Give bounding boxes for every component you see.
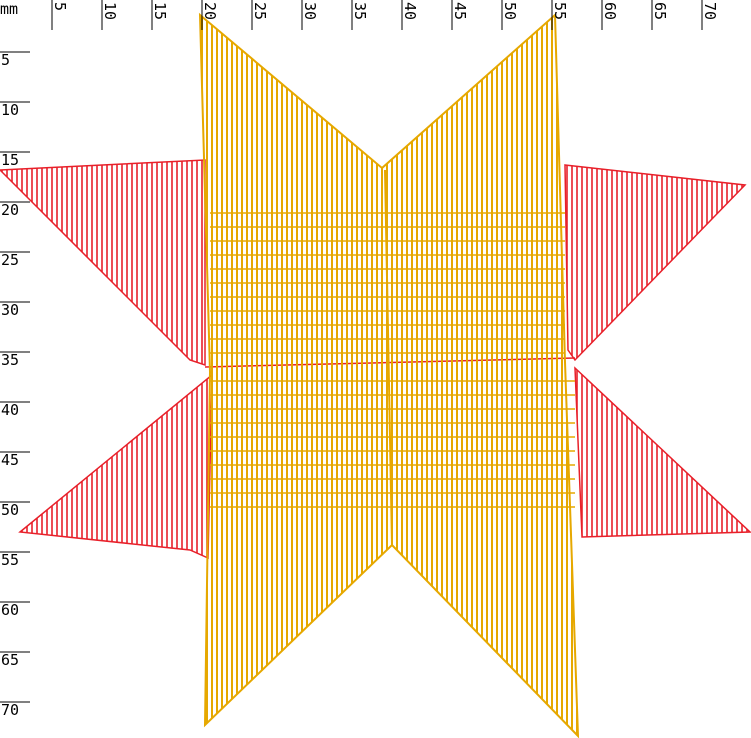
- yellow-stitches: [198, 12, 580, 738]
- x-ruler-label: 20: [201, 2, 219, 20]
- y-ruler-label: 10: [1, 101, 19, 119]
- red-point: [0, 159, 206, 367]
- y-ruler-label: 20: [1, 201, 19, 219]
- x-ruler-label: 30: [301, 2, 319, 20]
- x-ruler-label: 10: [101, 2, 119, 20]
- y-ruler-label: 45: [1, 451, 19, 469]
- red-stitches: [0, 159, 751, 560]
- x-ruler-label: 65: [651, 2, 669, 20]
- x-ruler-label: 5: [51, 2, 69, 11]
- y-ruler-label: 50: [1, 501, 19, 519]
- y-ruler-label: 65: [1, 651, 19, 669]
- rulers: 5 10 15 20 25 30 35 40 45 50 55 60 65 70 5 10 15 20 25 30 35…: [0, 0, 719, 719]
- y-ruler-label: 55: [1, 551, 19, 569]
- y-ruler-label: 30: [1, 301, 19, 319]
- x-ruler-label: 55: [551, 2, 569, 20]
- yellow-fill: [210, 370, 575, 520]
- y-ruler-label: 70: [1, 701, 19, 719]
- x-ruler-label: 50: [501, 2, 519, 20]
- y-ruler-label: 15: [1, 151, 19, 169]
- y-ruler-label: 5: [1, 51, 10, 69]
- x-ruler-label: 70: [701, 2, 719, 20]
- red-point: [574, 366, 751, 538]
- yellow-stitch: [384, 169, 393, 546]
- y-ruler-label: 60: [1, 601, 19, 619]
- y-ruler-label: 40: [1, 401, 19, 419]
- x-ruler-label: 35: [351, 2, 369, 20]
- unit-label: mm: [0, 0, 18, 18]
- x-ruler-label: 45: [451, 2, 469, 20]
- red-point: [18, 373, 213, 560]
- x-ruler-label: 60: [601, 2, 619, 20]
- y-ruler-label: 35: [1, 351, 19, 369]
- red-point: [564, 164, 747, 362]
- y-ruler-label: 25: [1, 251, 19, 269]
- x-ruler-label: 40: [401, 2, 419, 20]
- x-ruler-label: 15: [151, 2, 169, 20]
- x-ruler-label: 25: [251, 2, 269, 20]
